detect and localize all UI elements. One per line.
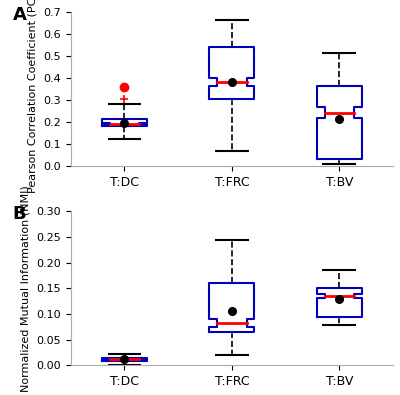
Polygon shape [209,47,254,100]
Y-axis label: Pearson Correlation Coefficient (PCC): Pearson Correlation Coefficient (PCC) [28,0,38,193]
Polygon shape [102,119,147,126]
Polygon shape [209,283,254,332]
Text: B: B [13,205,26,223]
Text: A: A [13,6,27,24]
Polygon shape [102,357,147,361]
Polygon shape [317,288,362,316]
Polygon shape [317,86,362,159]
Y-axis label: Normalized Mutual Information (NMI): Normalized Mutual Information (NMI) [21,185,31,392]
